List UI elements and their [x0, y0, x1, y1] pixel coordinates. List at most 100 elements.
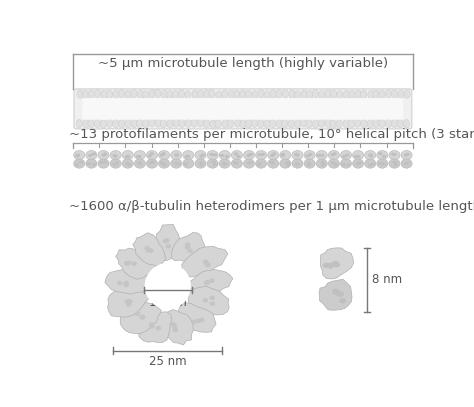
Ellipse shape	[382, 162, 386, 166]
Ellipse shape	[330, 153, 335, 156]
Ellipse shape	[171, 151, 182, 160]
Polygon shape	[172, 232, 206, 261]
Ellipse shape	[286, 163, 290, 166]
Ellipse shape	[146, 248, 151, 252]
Ellipse shape	[403, 162, 408, 165]
Ellipse shape	[134, 159, 146, 168]
Ellipse shape	[124, 261, 129, 266]
Ellipse shape	[385, 90, 392, 98]
Ellipse shape	[201, 153, 205, 156]
Ellipse shape	[317, 154, 321, 157]
Ellipse shape	[86, 159, 97, 168]
Ellipse shape	[301, 118, 307, 127]
Ellipse shape	[113, 119, 119, 128]
Ellipse shape	[125, 162, 129, 165]
Ellipse shape	[199, 318, 204, 322]
Ellipse shape	[113, 90, 119, 98]
Ellipse shape	[240, 120, 246, 128]
Ellipse shape	[216, 91, 222, 99]
Ellipse shape	[353, 151, 364, 160]
Ellipse shape	[301, 90, 307, 98]
Ellipse shape	[248, 161, 253, 164]
Polygon shape	[116, 248, 156, 279]
Ellipse shape	[320, 154, 325, 157]
Ellipse shape	[355, 119, 361, 127]
Ellipse shape	[332, 261, 339, 266]
Ellipse shape	[373, 90, 379, 98]
Ellipse shape	[294, 153, 299, 156]
Ellipse shape	[373, 119, 379, 128]
Ellipse shape	[122, 151, 133, 160]
Ellipse shape	[307, 162, 311, 164]
Ellipse shape	[339, 298, 346, 304]
Ellipse shape	[98, 151, 109, 160]
Ellipse shape	[379, 119, 385, 128]
Ellipse shape	[199, 163, 204, 166]
Ellipse shape	[126, 155, 131, 158]
Ellipse shape	[88, 154, 92, 157]
Ellipse shape	[246, 154, 251, 157]
Ellipse shape	[269, 160, 273, 164]
Ellipse shape	[94, 119, 100, 128]
Text: 25 nm: 25 nm	[149, 355, 187, 368]
Ellipse shape	[237, 155, 241, 158]
Ellipse shape	[158, 159, 170, 168]
Ellipse shape	[118, 120, 125, 128]
Ellipse shape	[382, 155, 386, 158]
Ellipse shape	[175, 153, 179, 157]
Ellipse shape	[246, 120, 252, 128]
Ellipse shape	[219, 159, 230, 168]
Text: ~13 protofilaments per microtubule, 10° helical pitch (3 start helix): ~13 protofilaments per microtubule, 10° …	[69, 128, 474, 141]
Ellipse shape	[281, 153, 285, 156]
Ellipse shape	[234, 90, 240, 98]
Ellipse shape	[213, 153, 218, 156]
Ellipse shape	[106, 90, 112, 98]
Ellipse shape	[361, 120, 367, 128]
Ellipse shape	[377, 151, 388, 160]
Ellipse shape	[79, 161, 84, 164]
Ellipse shape	[244, 151, 255, 160]
Ellipse shape	[228, 90, 235, 98]
Ellipse shape	[295, 154, 300, 157]
Ellipse shape	[295, 163, 299, 166]
Ellipse shape	[264, 120, 270, 128]
Ellipse shape	[328, 159, 339, 168]
Ellipse shape	[124, 281, 129, 285]
Ellipse shape	[355, 90, 361, 98]
Polygon shape	[120, 302, 162, 334]
Ellipse shape	[164, 238, 170, 243]
Ellipse shape	[292, 151, 303, 160]
Ellipse shape	[261, 153, 265, 156]
Ellipse shape	[131, 119, 137, 128]
Ellipse shape	[173, 90, 179, 99]
Ellipse shape	[356, 155, 361, 158]
Ellipse shape	[296, 162, 301, 166]
Ellipse shape	[368, 153, 373, 156]
Ellipse shape	[162, 163, 167, 166]
Ellipse shape	[113, 155, 118, 158]
Ellipse shape	[371, 162, 375, 166]
Ellipse shape	[88, 119, 94, 128]
Ellipse shape	[183, 159, 194, 168]
Ellipse shape	[199, 162, 203, 164]
Ellipse shape	[137, 162, 142, 165]
Text: 14 nm: 14 nm	[149, 296, 187, 309]
Polygon shape	[163, 310, 193, 345]
Ellipse shape	[285, 161, 290, 164]
Ellipse shape	[159, 153, 164, 157]
Ellipse shape	[377, 159, 388, 168]
Ellipse shape	[331, 162, 336, 164]
Ellipse shape	[135, 311, 140, 316]
Ellipse shape	[345, 153, 349, 157]
Ellipse shape	[304, 159, 315, 168]
Ellipse shape	[125, 90, 131, 98]
Ellipse shape	[235, 119, 241, 127]
Ellipse shape	[140, 315, 145, 320]
Ellipse shape	[155, 326, 161, 330]
Ellipse shape	[356, 162, 360, 166]
Ellipse shape	[343, 90, 350, 99]
Ellipse shape	[270, 154, 274, 157]
Ellipse shape	[365, 151, 376, 160]
Ellipse shape	[244, 159, 255, 168]
Ellipse shape	[110, 151, 121, 160]
